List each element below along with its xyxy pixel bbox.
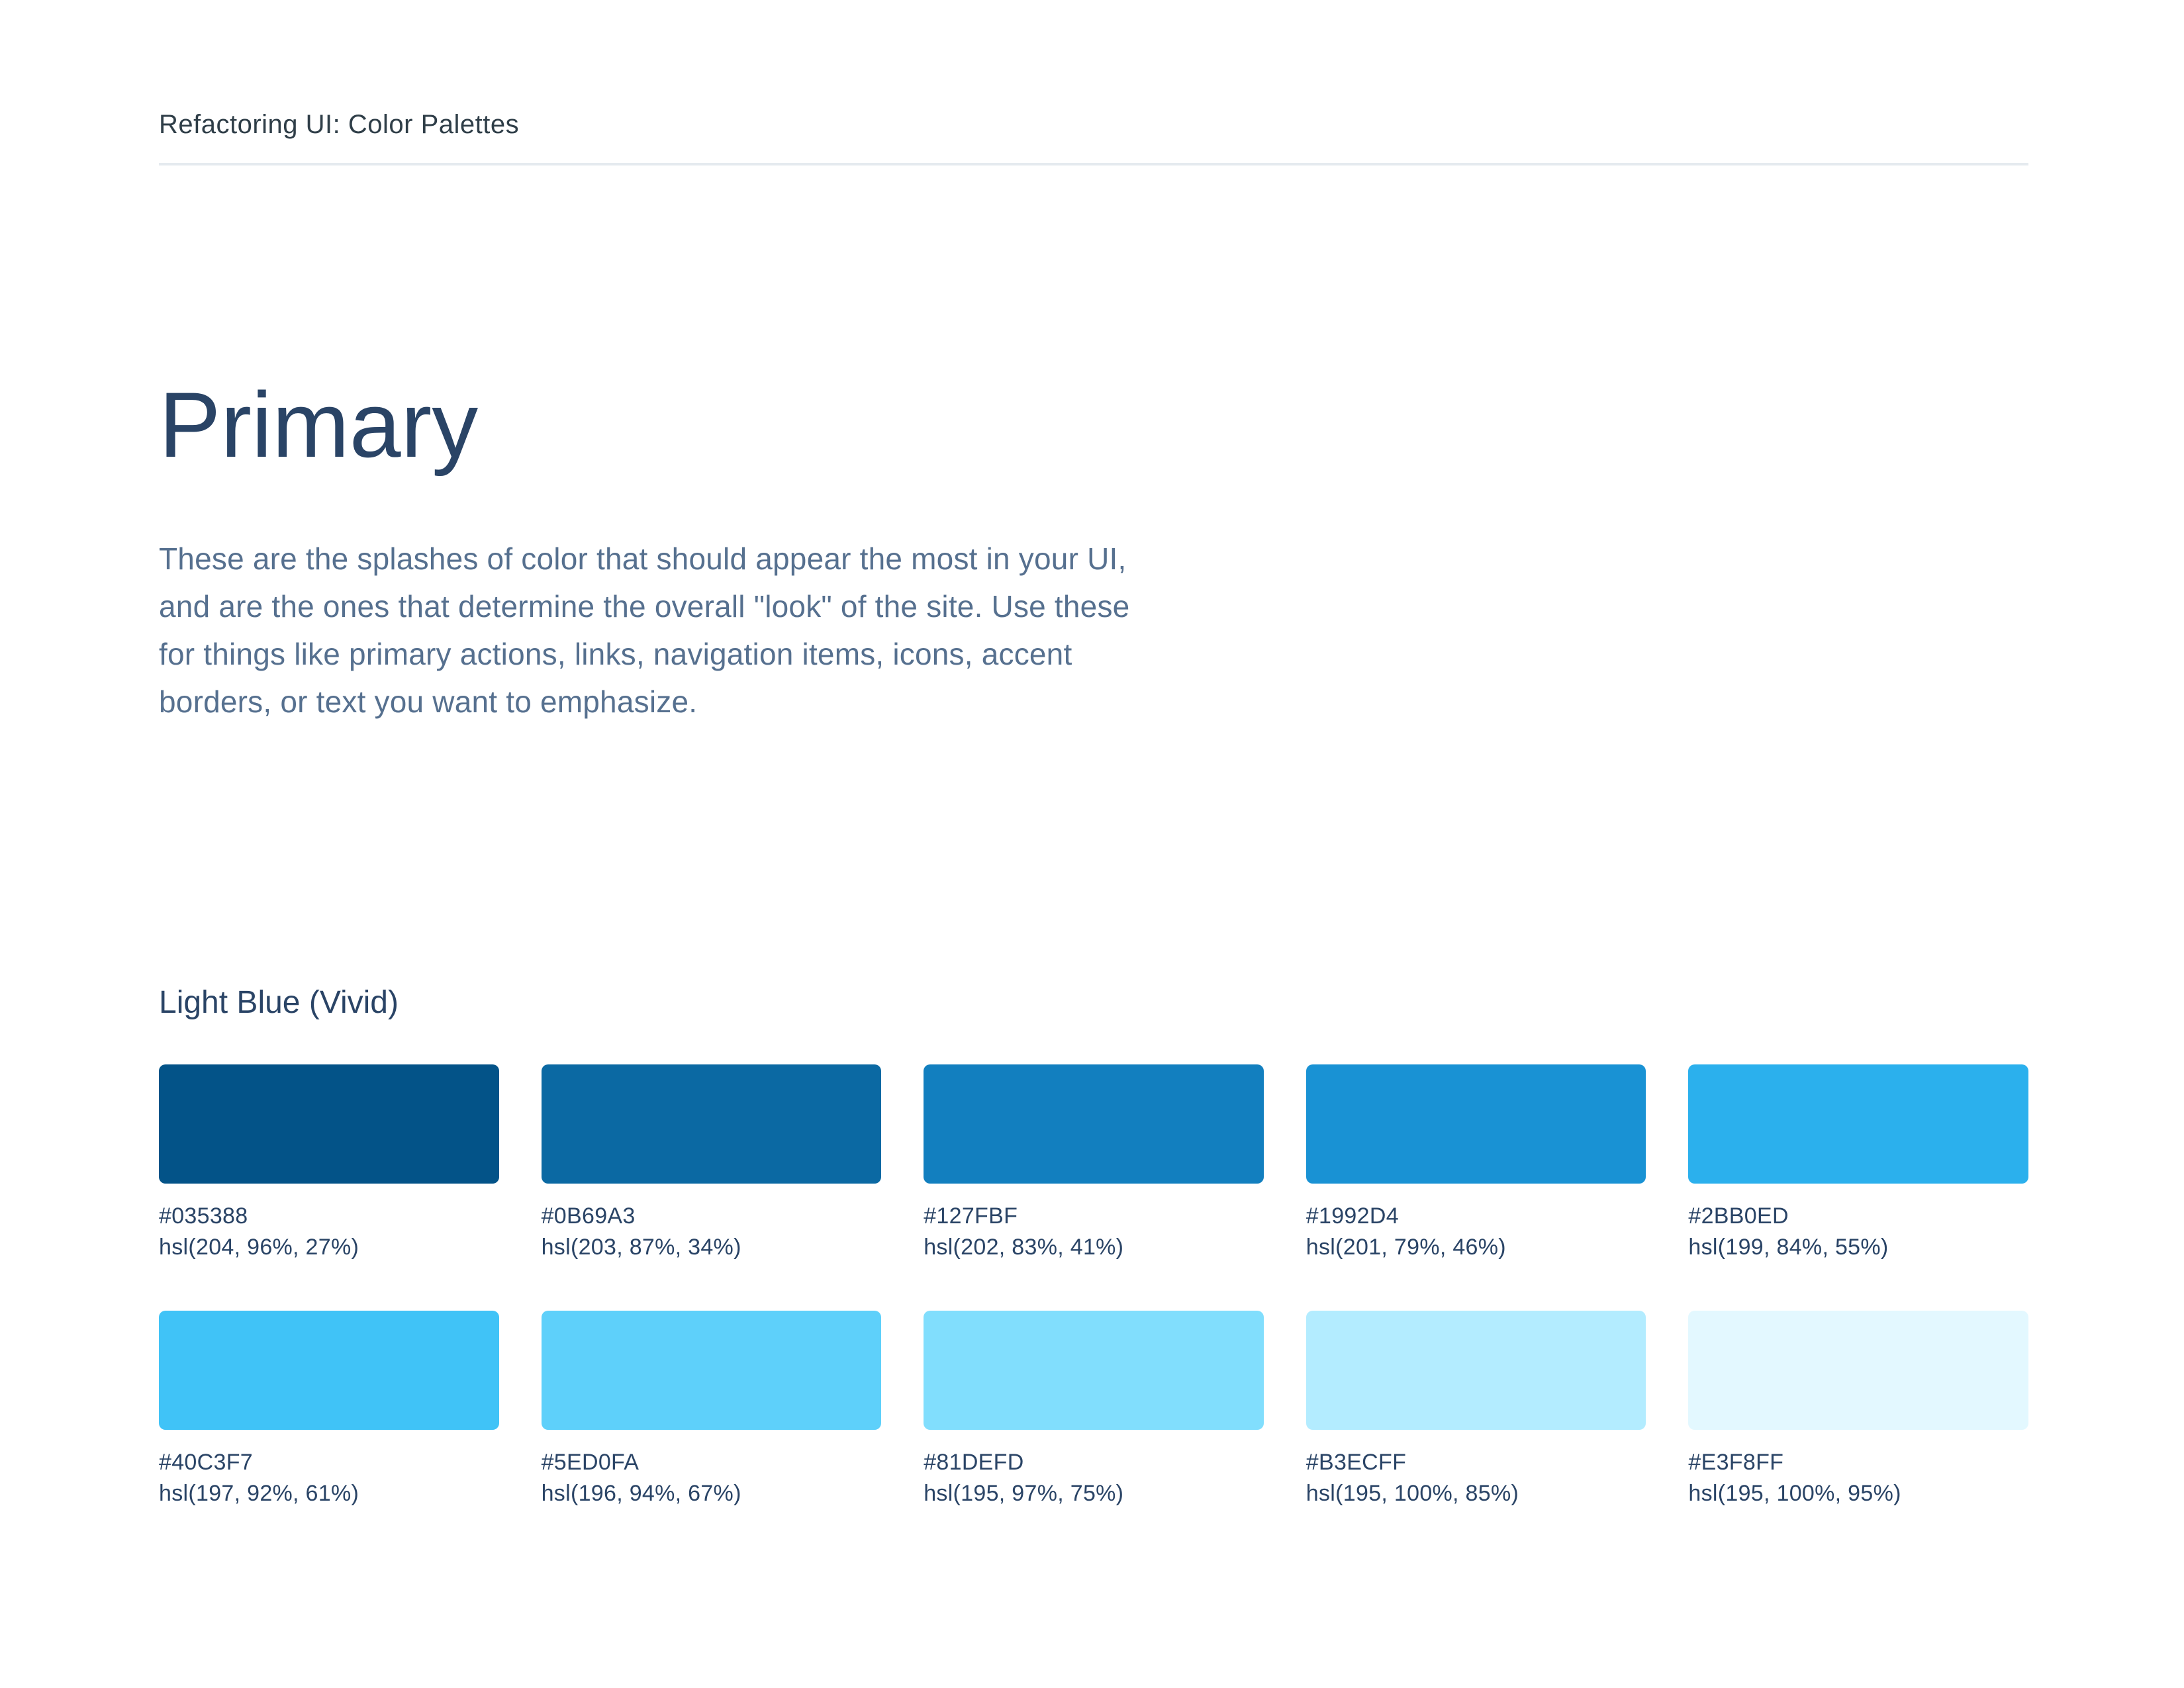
swatch-labels: #035388 hsl(204, 96%, 27%) bbox=[159, 1201, 499, 1263]
swatch-hsl-label: hsl(202, 83%, 41%) bbox=[924, 1235, 1124, 1260]
swatch-cell: #2BB0ED hsl(199, 84%, 55%) bbox=[1688, 1064, 2028, 1263]
color-swatch bbox=[541, 1064, 882, 1184]
swatch-hsl-label: hsl(195, 100%, 95%) bbox=[1688, 1481, 1901, 1506]
swatch-labels: #127FBF hsl(202, 83%, 41%) bbox=[924, 1201, 1264, 1263]
swatch-hex-label: #5ED0FA bbox=[541, 1450, 640, 1475]
swatch-hex-label: #40C3F7 bbox=[159, 1450, 253, 1475]
swatch-labels: #1992D4 hsl(201, 79%, 46%) bbox=[1306, 1201, 1646, 1263]
swatch-hex-label: #2BB0ED bbox=[1688, 1203, 1789, 1229]
swatch-hsl-label: hsl(199, 84%, 55%) bbox=[1688, 1235, 1889, 1260]
color-swatch bbox=[1306, 1064, 1646, 1184]
swatch-hex-label: #B3ECFF bbox=[1306, 1450, 1407, 1475]
swatch-hsl-label: hsl(203, 87%, 34%) bbox=[541, 1235, 741, 1260]
swatch-hex-label: #0B69A3 bbox=[541, 1203, 636, 1229]
swatch-cell: #40C3F7 hsl(197, 92%, 61%) bbox=[159, 1311, 499, 1509]
palette-group-title: Light Blue (Vivid) bbox=[159, 985, 399, 1020]
swatch-hex-label: #81DEFD bbox=[924, 1450, 1024, 1475]
swatch-labels: #B3ECFF hsl(195, 100%, 85%) bbox=[1306, 1447, 1646, 1509]
color-swatch bbox=[1688, 1064, 2028, 1184]
color-swatch bbox=[159, 1311, 499, 1430]
section-title: Primary bbox=[159, 373, 479, 477]
swatch-cell: #035388 hsl(204, 96%, 27%) bbox=[159, 1064, 499, 1263]
swatch-hsl-label: hsl(201, 79%, 46%) bbox=[1306, 1235, 1506, 1260]
color-swatch bbox=[924, 1311, 1264, 1430]
swatch-hex-label: #127FBF bbox=[924, 1203, 1018, 1229]
swatch-cell: #5ED0FA hsl(196, 94%, 67%) bbox=[541, 1311, 882, 1509]
color-swatch bbox=[1688, 1311, 2028, 1430]
swatch-hex-label: #E3F8FF bbox=[1688, 1450, 1784, 1475]
swatch-hsl-label: hsl(195, 97%, 75%) bbox=[924, 1481, 1124, 1506]
swatch-hsl-label: hsl(204, 96%, 27%) bbox=[159, 1235, 359, 1260]
swatch-cell: #127FBF hsl(202, 83%, 41%) bbox=[924, 1064, 1264, 1263]
color-swatch bbox=[541, 1311, 882, 1430]
swatch-labels: #40C3F7 hsl(197, 92%, 61%) bbox=[159, 1447, 499, 1509]
color-swatch bbox=[1306, 1311, 1646, 1430]
swatch-labels: #5ED0FA hsl(196, 94%, 67%) bbox=[542, 1447, 882, 1509]
header-divider bbox=[159, 163, 2028, 165]
swatch-labels: #2BB0ED hsl(199, 84%, 55%) bbox=[1688, 1201, 2028, 1263]
swatch-hex-label: #1992D4 bbox=[1306, 1203, 1399, 1229]
swatch-cell: #E3F8FF hsl(195, 100%, 95%) bbox=[1688, 1311, 2028, 1509]
swatch-hsl-label: hsl(197, 92%, 61%) bbox=[159, 1481, 359, 1506]
swatch-hsl-label: hsl(195, 100%, 85%) bbox=[1306, 1481, 1519, 1506]
swatch-cell: #1992D4 hsl(201, 79%, 46%) bbox=[1306, 1064, 1646, 1263]
swatch-hsl-label: hsl(196, 94%, 67%) bbox=[541, 1481, 741, 1506]
swatch-labels: #E3F8FF hsl(195, 100%, 95%) bbox=[1688, 1447, 2028, 1509]
color-swatch bbox=[159, 1064, 499, 1184]
swatch-cell: #0B69A3 hsl(203, 87%, 34%) bbox=[541, 1064, 882, 1263]
swatch-grid: #035388 hsl(204, 96%, 27%) #0B69A3 hsl(2… bbox=[159, 1064, 2028, 1509]
color-swatch bbox=[924, 1064, 1264, 1184]
swatch-labels: #0B69A3 hsl(203, 87%, 34%) bbox=[542, 1201, 882, 1263]
document-header-title: Refactoring UI: Color Palettes bbox=[159, 110, 520, 139]
swatch-cell: #B3ECFF hsl(195, 100%, 85%) bbox=[1306, 1311, 1646, 1509]
swatch-labels: #81DEFD hsl(195, 97%, 75%) bbox=[924, 1447, 1264, 1509]
swatch-cell: #81DEFD hsl(195, 97%, 75%) bbox=[924, 1311, 1264, 1509]
swatch-hex-label: #035388 bbox=[159, 1203, 248, 1229]
section-description: These are the splashes of color that sho… bbox=[159, 541, 1130, 719]
